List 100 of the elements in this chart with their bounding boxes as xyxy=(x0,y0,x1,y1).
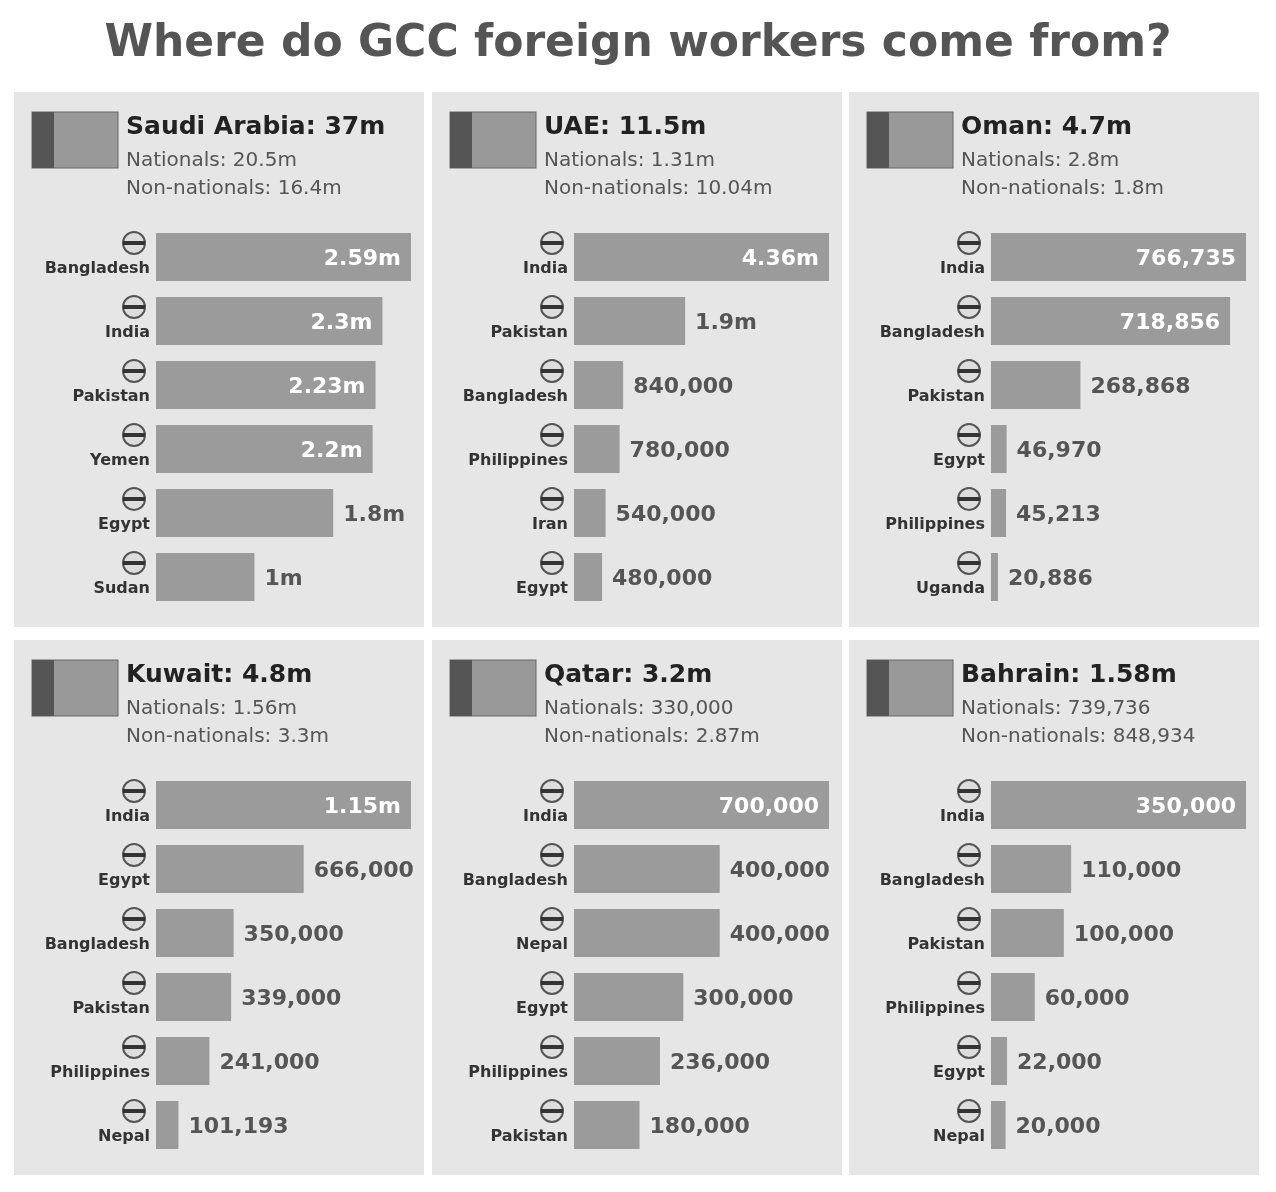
data-label: 46,970 xyxy=(1016,437,1102,462)
text: Nationals: 2.8m xyxy=(961,147,1120,171)
bar xyxy=(991,553,998,601)
bar xyxy=(991,1101,1006,1149)
data-label: 1.15m xyxy=(323,793,401,818)
y-tick-label: Egypt xyxy=(933,1062,986,1081)
text: Non-nationals: 10.04m xyxy=(544,175,773,199)
data-label: 2.23m xyxy=(288,373,366,398)
y-tick-label: Pakistan xyxy=(907,386,985,405)
data-label: 400,000 xyxy=(729,857,830,882)
data-label: 1m xyxy=(264,565,303,590)
y-tick-label: Philippines xyxy=(885,514,985,533)
chart-title: Bahrain: 1.58m xyxy=(961,659,1177,688)
bar xyxy=(574,233,829,281)
data-label: 1.9m xyxy=(695,309,758,334)
bar xyxy=(991,845,1072,893)
text: Non-nationals: 848,934 xyxy=(961,723,1196,747)
data-label: 20,000 xyxy=(1015,1113,1101,1138)
bar xyxy=(991,425,1007,473)
data-label: 766,735 xyxy=(1135,245,1236,270)
y-tick-label: Bangladesh xyxy=(879,870,985,889)
data-label: 60,000 xyxy=(1044,985,1130,1010)
y-tick-label: Pakistan xyxy=(490,1126,568,1145)
y-tick-label: Philippines xyxy=(468,450,568,469)
y-tick-label: Yemen xyxy=(89,450,150,469)
data-label: 2.59m xyxy=(323,245,401,270)
data-label: 718,856 xyxy=(1119,309,1221,334)
y-tick-label: Bangladesh xyxy=(879,322,985,341)
data-label: 45,213 xyxy=(1016,501,1101,526)
y-tick-label: Nepal xyxy=(516,934,568,953)
bar xyxy=(574,909,720,957)
bar xyxy=(156,361,376,409)
bar xyxy=(156,973,232,1021)
text: Nationals: 20.5m xyxy=(126,147,297,171)
bar xyxy=(574,489,606,537)
bar xyxy=(574,1101,640,1149)
y-tick-label: Iran xyxy=(531,514,568,533)
text: Non-nationals: 16.4m xyxy=(126,175,342,199)
data-label: 100,000 xyxy=(1073,921,1175,946)
y-tick-label: Nepal xyxy=(933,1126,985,1145)
bar xyxy=(574,553,603,601)
bar xyxy=(156,233,411,281)
y-tick-label: Egypt xyxy=(516,998,569,1017)
text: Nationals: 1.56m xyxy=(126,695,297,719)
text: Non-nationals: 1.8m xyxy=(961,175,1164,199)
bar xyxy=(156,1101,179,1149)
text: Where do GCC foreign workers come from? xyxy=(104,15,1172,66)
bar xyxy=(156,489,334,537)
y-tick-label: Philippines xyxy=(50,1062,150,1081)
y-tick-label: Pakistan xyxy=(72,386,150,405)
text: Non-nationals: 2.87m xyxy=(544,723,760,747)
bar xyxy=(991,1037,1008,1085)
bar xyxy=(574,973,684,1021)
chart-title: Saudi Arabia: 37m xyxy=(126,111,386,140)
bar xyxy=(991,361,1081,409)
bar xyxy=(991,297,1231,345)
y-tick-label: Egypt xyxy=(933,450,986,469)
data-label: 101,193 xyxy=(188,1113,289,1138)
bar xyxy=(156,845,304,893)
chart-title: Oman: 4.7m xyxy=(961,111,1133,140)
y-tick-label: Pakistan xyxy=(490,322,568,341)
y-tick-label: India xyxy=(522,806,568,825)
bar xyxy=(156,909,234,957)
data-label: 700,000 xyxy=(718,793,819,818)
bar xyxy=(156,553,255,601)
chart-title: Qatar: 3.2m xyxy=(544,659,713,688)
data-label: 236,000 xyxy=(669,1049,771,1074)
bar xyxy=(156,1037,210,1085)
data-label: 300,000 xyxy=(693,985,794,1010)
data-label: 4.36m xyxy=(741,245,819,270)
y-tick-label: Sudan xyxy=(93,578,150,597)
data-label: 20,886 xyxy=(1007,565,1093,590)
y-tick-label: Philippines xyxy=(468,1062,568,1081)
bar xyxy=(574,781,829,829)
bar xyxy=(156,425,373,473)
y-tick-label: Bangladesh xyxy=(44,934,150,953)
data-label: 840,000 xyxy=(633,373,734,398)
chart-title: UAE: 11.5m xyxy=(544,111,707,140)
data-label: 350,000 xyxy=(243,921,344,946)
bar xyxy=(991,489,1007,537)
bar xyxy=(991,909,1064,957)
bar xyxy=(991,781,1246,829)
bar xyxy=(574,845,720,893)
data-label: 666,000 xyxy=(313,857,414,882)
data-label: 400,000 xyxy=(729,921,830,946)
data-label: 2.3m xyxy=(310,309,373,334)
y-tick-label: Nepal xyxy=(98,1126,150,1145)
y-tick-label: India xyxy=(939,806,985,825)
bar xyxy=(156,297,383,345)
y-tick-label: India xyxy=(104,806,150,825)
bar xyxy=(156,781,411,829)
y-tick-label: Egypt xyxy=(98,870,151,889)
data-label: 540,000 xyxy=(615,501,716,526)
y-tick-label: Philippines xyxy=(885,998,985,1017)
y-tick-label: Bangladesh xyxy=(462,870,568,889)
data-label: 350,000 xyxy=(1135,793,1236,818)
data-label: 1.8m xyxy=(343,501,406,526)
y-tick-label: India xyxy=(104,322,150,341)
chart-title: Kuwait: 4.8m xyxy=(126,659,313,688)
y-tick-label: Pakistan xyxy=(72,998,150,1017)
